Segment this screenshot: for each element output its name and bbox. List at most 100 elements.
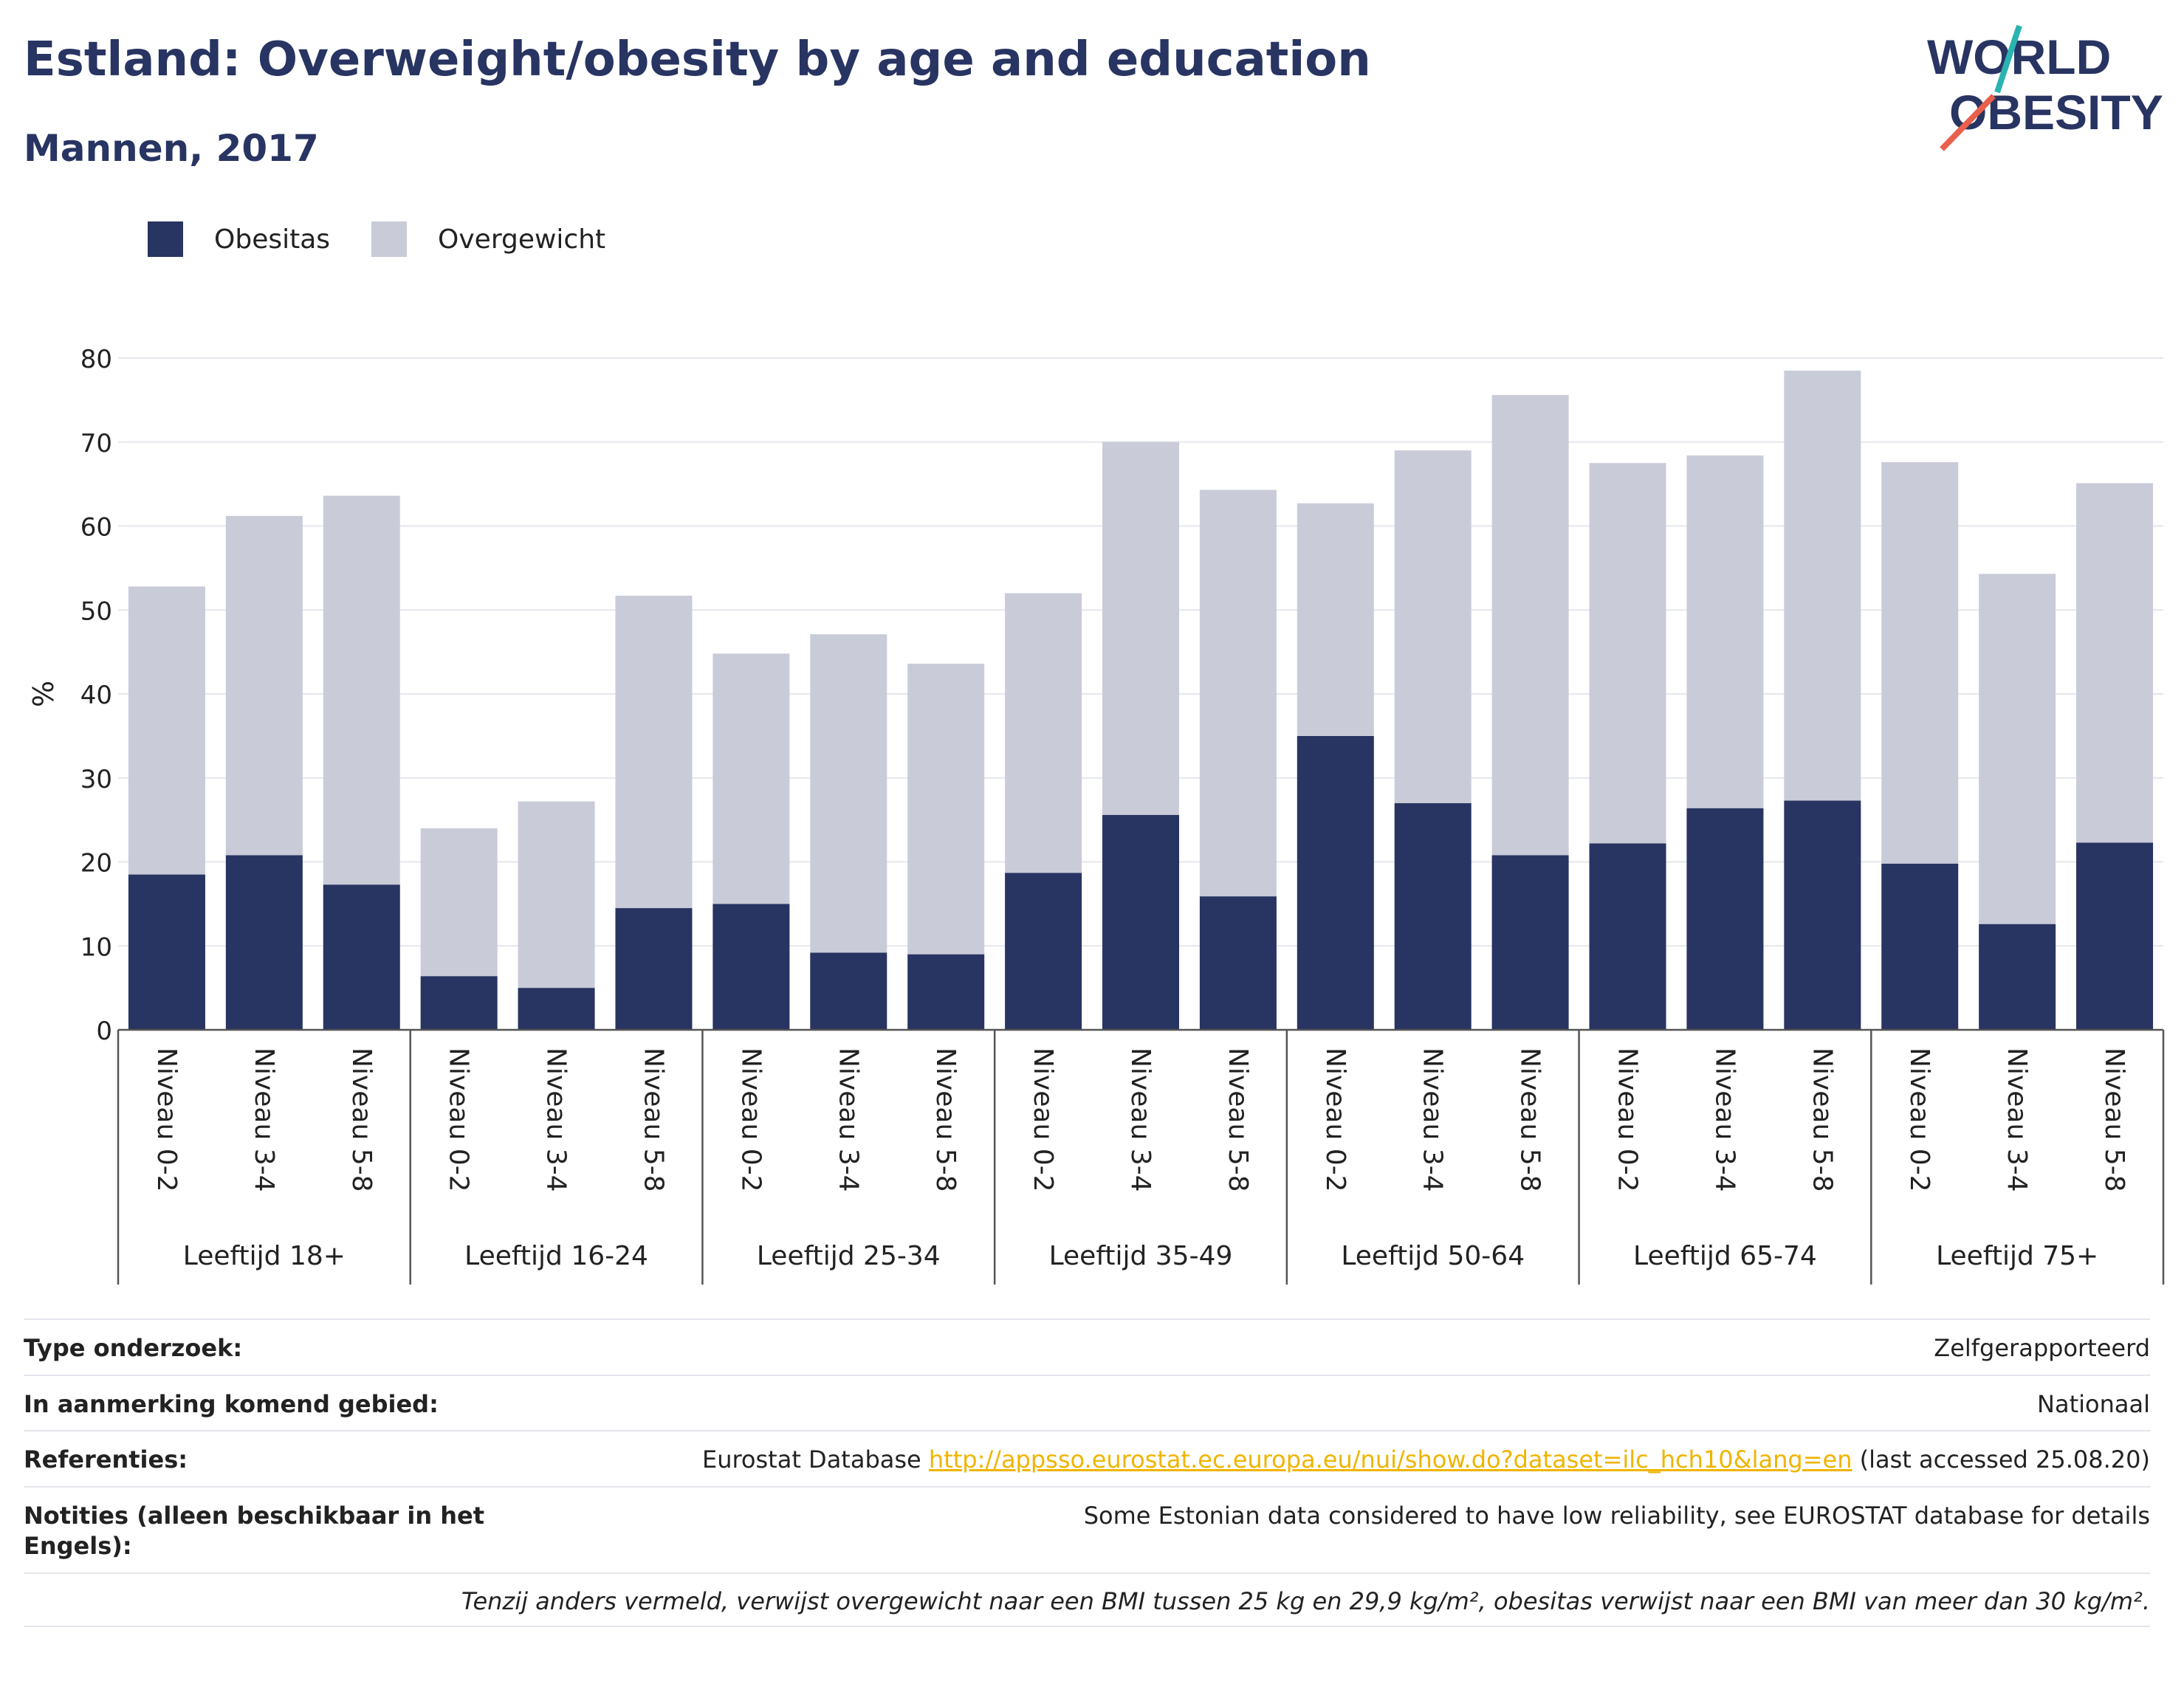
bar-obesitas: [1394, 802, 1472, 1030]
x-tick-label: Niveau 0-2: [1904, 1048, 1934, 1192]
bar-obesitas: [615, 908, 693, 1030]
x-tick-label: Niveau 5-8: [638, 1048, 668, 1192]
info-row-type: Type onderzoek: Zelfgerapporteerd: [24, 1318, 2150, 1375]
info-value: Eurostat Database http://appsso.eurostat…: [702, 1445, 2150, 1476]
y-tick-label: 60: [80, 513, 112, 543]
bar-overgewicht: [225, 515, 303, 856]
x-tick-label: Niveau 0-2: [1320, 1048, 1350, 1192]
x-tick-label: Niveau 5-8: [930, 1048, 961, 1192]
bar-obesitas: [1199, 896, 1277, 1030]
reference-suffix: (last accessed 25.08.20): [1852, 1445, 2150, 1474]
info-value: Zelfgerapporteerd: [1934, 1334, 2150, 1362]
x-tick-label: Niveau 0-2: [1613, 1048, 1643, 1192]
bar-overgewicht: [1979, 574, 2056, 924]
legend-item-obesitas[interactable]: Obesitas: [148, 221, 330, 257]
legend-swatch-obesitas: [148, 221, 183, 257]
info-table: Type onderzoek: Zelfgerapporteerd In aan…: [24, 1318, 2150, 1627]
legend-swatch-overgewicht: [371, 221, 408, 257]
legend: Obesitas Overgewicht: [148, 219, 647, 260]
x-tick-label: Niveau 5-8: [1223, 1048, 1253, 1192]
legend-item-overgewicht[interactable]: Overgewicht: [371, 221, 605, 257]
bar-overgewicht: [323, 495, 400, 885]
x-tick-label: Niveau 0-2: [444, 1048, 474, 1192]
bar-obesitas: [225, 855, 303, 1030]
x-tick-label: Niveau 3-4: [249, 1048, 279, 1192]
chart-subtitle: Mannen, 2017: [24, 127, 319, 170]
bar-overgewicht: [1881, 462, 1959, 864]
info-row-area: In aanmerking komend gebied: Nationaal: [24, 1374, 2150, 1431]
bar-overgewicht: [2076, 483, 2154, 843]
y-tick-label: 10: [80, 932, 112, 962]
info-row-notes: Notities (alleen beschikbaar in het Enge…: [24, 1485, 2150, 1572]
bar-obesitas: [2076, 842, 2154, 1030]
bar-obesitas: [1102, 814, 1179, 1030]
bar-overgewicht: [1102, 441, 1179, 815]
info-label: Notities (alleen beschikbaar in het Enge…: [24, 1501, 485, 1561]
y-tick-label: 50: [80, 596, 112, 626]
bar-obesitas: [1589, 843, 1666, 1030]
bar-overgewicht: [420, 828, 498, 977]
logo-slash-red: [1940, 94, 1996, 151]
logo-line1: WORLD: [1927, 30, 2111, 84]
group-label: Leeftijd 65-74: [1633, 1241, 1817, 1271]
info-label: Referenties:: [24, 1445, 188, 1474]
bar-obesitas: [907, 954, 985, 1030]
x-tick-label: Niveau 3-4: [2002, 1048, 2032, 1192]
legend-label-overgewicht: Overgewicht: [438, 224, 606, 255]
bar-overgewicht: [1199, 489, 1277, 897]
bar-obesitas: [1979, 924, 2056, 1030]
logo-line2: OBESITY: [1949, 85, 2163, 140]
info-row-references: Referenties: Eurostat Database http://ap…: [24, 1430, 2150, 1486]
chart-title: Estland: Overweight/obesity by age and e…: [24, 32, 1371, 87]
group-label: Leeftijd 16-24: [464, 1241, 648, 1271]
bar-obesitas: [420, 976, 498, 1030]
bar-overgewicht: [615, 595, 693, 909]
x-tick-label: Niveau 5-8: [1807, 1048, 1837, 1192]
logo-slash-teal: [1994, 24, 2022, 94]
x-tick-label: Niveau 3-4: [1709, 1048, 1740, 1192]
y-axis-label: %: [27, 681, 60, 707]
bar-obesitas: [810, 952, 887, 1030]
bar-overgewicht: [712, 653, 790, 904]
reference-link[interactable]: http://appsso.eurostat.ec.europa.eu/nui/…: [928, 1445, 1852, 1474]
group-label: Leeftijd 18+: [183, 1241, 346, 1271]
bar-overgewicht: [128, 586, 205, 875]
bar-obesitas: [1784, 800, 1861, 1030]
info-label: Type onderzoek:: [24, 1334, 243, 1362]
bar-overgewicht: [1394, 450, 1472, 803]
info-value: Some Estonian data considered to have lo…: [1083, 1501, 2150, 1530]
bar-overgewicht: [1589, 463, 1666, 844]
bar-obesitas: [1491, 855, 1569, 1030]
y-tick-label: 80: [80, 345, 112, 374]
bar-overgewicht: [907, 664, 985, 955]
x-tick-label: Niveau 0-2: [151, 1048, 182, 1192]
bar-obesitas: [128, 874, 205, 1030]
y-tick-label: 40: [80, 681, 112, 710]
reference-prefix: Eurostat Database: [701, 1445, 929, 1474]
group-label: Leeftijd 50-64: [1341, 1241, 1525, 1271]
group-label: Leeftijd 75+: [1936, 1241, 2098, 1271]
bar-obesitas: [1686, 808, 1764, 1030]
y-tick-label: 30: [80, 765, 112, 794]
y-tick-label: 70: [80, 429, 112, 458]
group-label: Leeftijd 35-49: [1049, 1241, 1233, 1271]
x-tick-label: Niveau 3-4: [1125, 1048, 1155, 1192]
bar-overgewicht: [1686, 455, 1764, 808]
x-tick-label: Niveau 3-4: [833, 1048, 863, 1192]
legend-label-obesitas: Obesitas: [214, 224, 331, 255]
bar-obesitas: [1881, 863, 1959, 1030]
info-row-footnote: Tenzij anders vermeld, verwijst overgewi…: [24, 1572, 2150, 1627]
bar-overgewicht: [1297, 503, 1374, 736]
bar-obesitas: [518, 988, 595, 1030]
bar-overgewicht: [1005, 593, 1082, 873]
world-obesity-logo: WORLD OBESITY: [1927, 24, 2163, 151]
bar-obesitas: [712, 904, 790, 1030]
x-tick-label: Niveau 3-4: [1418, 1048, 1448, 1192]
bar-overgewicht: [1491, 395, 1569, 856]
bar-overgewicht: [810, 634, 887, 953]
bar-obesitas: [323, 884, 400, 1030]
stacked-bar-chart: 0 10 20 30 40 50 60 70 80% Niveau 0-2 Niveau 3-4 Ni…: [27, 345, 2165, 1285]
bar-overgewicht: [1784, 371, 1861, 801]
y-tick-label: 20: [80, 849, 112, 879]
info-label: In aanmerking komend gebied:: [24, 1389, 439, 1418]
